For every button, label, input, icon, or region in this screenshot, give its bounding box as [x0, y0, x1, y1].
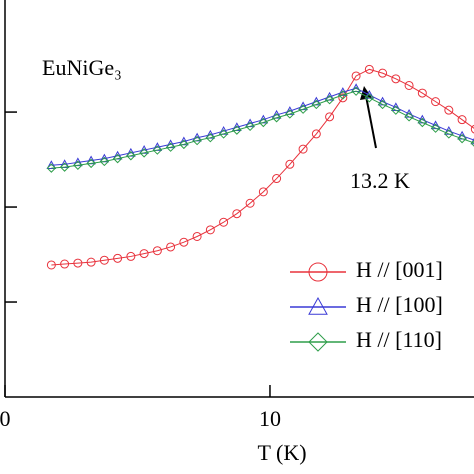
- data-point: [364, 64, 374, 74]
- legend-marker: [308, 332, 328, 352]
- data-point: [298, 104, 308, 114]
- data-point: [377, 99, 388, 110]
- legend-label: H // [001]: [356, 257, 443, 282]
- data-point: [152, 246, 162, 256]
- data-point: [338, 93, 348, 103]
- data-point: [179, 139, 189, 150]
- data-point: [444, 105, 454, 115]
- data-point: [99, 255, 109, 265]
- data-point: [126, 251, 136, 261]
- data-point: [99, 156, 110, 167]
- series-line: [51, 87, 474, 166]
- legend-marker: [308, 296, 328, 315]
- data-point: [60, 259, 70, 269]
- data-point: [258, 187, 268, 197]
- data-point: [404, 112, 414, 122]
- data-point: [245, 121, 255, 132]
- data-point: [73, 258, 83, 268]
- data-point: [192, 135, 202, 146]
- peak-label: 13.2 K: [350, 168, 410, 193]
- data-point: [46, 163, 57, 173]
- data-point: [86, 158, 96, 169]
- x-tick-label: 0: [0, 406, 11, 431]
- data-point: [73, 160, 83, 170]
- data-point: [59, 162, 70, 172]
- data-point: [457, 133, 467, 144]
- data-point: [470, 137, 474, 145]
- data-point: [444, 129, 454, 139]
- data-point: [311, 129, 321, 139]
- data-point: [378, 68, 388, 78]
- data-point: [351, 86, 361, 96]
- data-point: [404, 80, 414, 90]
- data-point: [417, 117, 428, 128]
- data-point: [126, 151, 136, 161]
- data-point: [325, 112, 335, 122]
- data-point: [218, 129, 229, 139]
- data-point: [457, 115, 467, 125]
- data-point: [285, 159, 295, 169]
- data-point: [258, 117, 269, 128]
- data-point: [46, 260, 56, 270]
- data-point: [232, 125, 242, 135]
- data-point: [338, 90, 348, 100]
- data-point: [179, 237, 189, 247]
- data-point: [232, 209, 242, 219]
- data-point: [298, 144, 308, 154]
- data-point: [417, 88, 427, 98]
- data-point: [113, 253, 123, 263]
- legend-marker: [308, 262, 328, 282]
- data-point: [430, 123, 441, 133]
- legend-label: H // [100]: [356, 292, 443, 317]
- data-point: [470, 124, 474, 134]
- annotation: EuNiGe₃: [42, 55, 122, 80]
- data-point: [219, 217, 229, 227]
- data-point: [152, 145, 163, 155]
- data-point: [139, 249, 149, 259]
- data-point: [364, 93, 375, 103]
- data-point: [285, 109, 295, 119]
- series-line: [51, 90, 474, 169]
- arrow: [365, 95, 377, 149]
- data-point: [205, 133, 216, 143]
- data-point: [165, 142, 176, 152]
- data-point: [192, 231, 202, 241]
- data-point: [470, 140, 474, 147]
- data-point: [86, 257, 96, 267]
- x-tick-label: 10: [259, 406, 281, 431]
- data-point: [272, 174, 282, 184]
- data-point: [324, 95, 335, 105]
- data-point: [271, 113, 282, 123]
- data-point: [431, 97, 441, 107]
- data-point: [139, 148, 149, 158]
- data-point: [46, 160, 57, 169]
- data-point: [166, 242, 176, 252]
- legend-label: H // [110]: [356, 327, 442, 352]
- data-point: [245, 198, 255, 208]
- data-point: [351, 71, 361, 81]
- data-point: [205, 225, 215, 235]
- data-point: [391, 105, 401, 115]
- x-axis-label: T (K): [257, 440, 306, 465]
- data-point: [391, 74, 401, 84]
- series-line: [51, 68, 474, 266]
- data-point: [112, 153, 123, 164]
- data-point: [311, 99, 322, 110]
